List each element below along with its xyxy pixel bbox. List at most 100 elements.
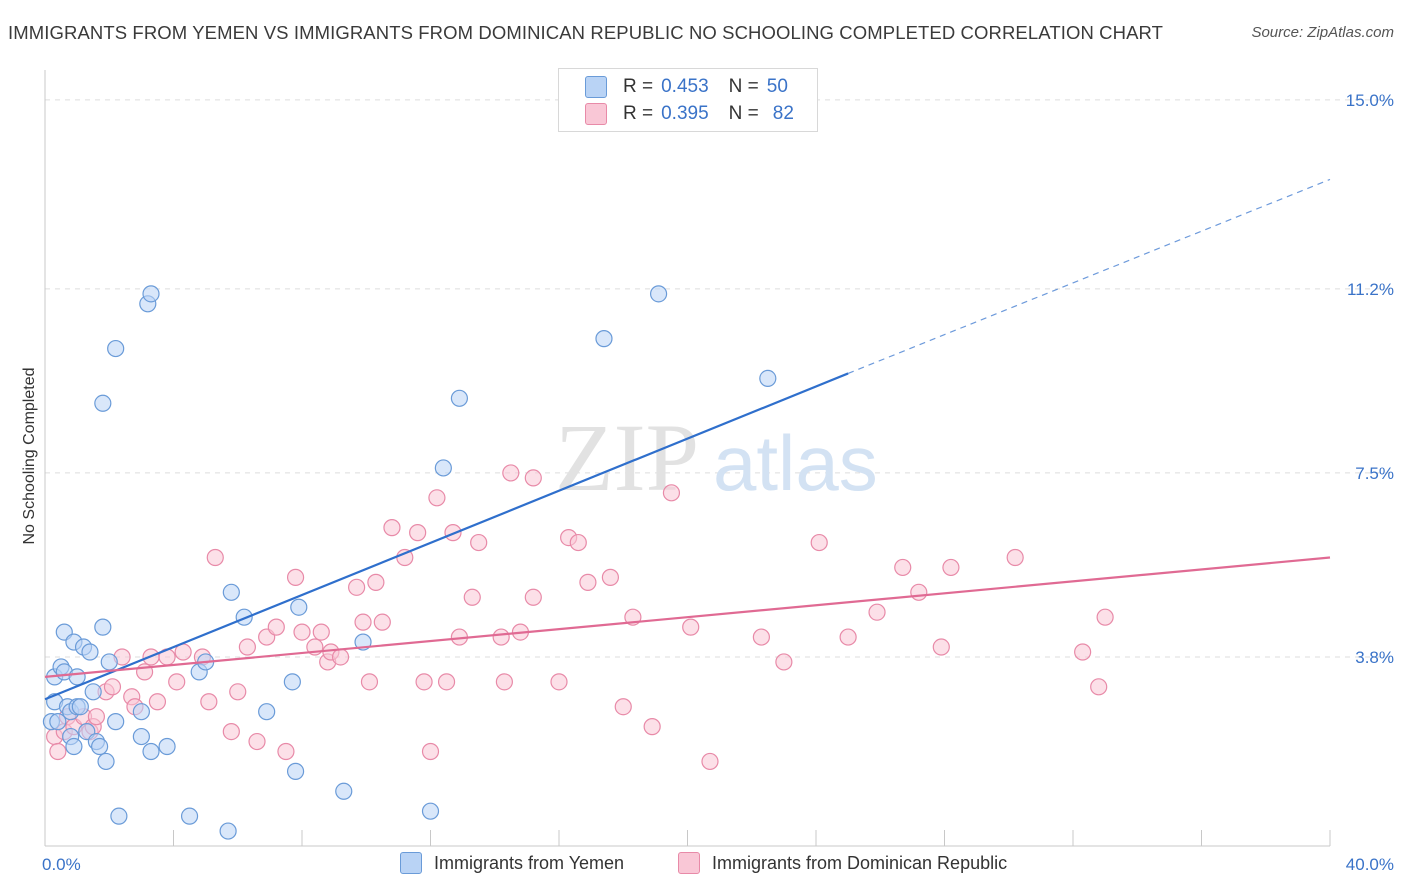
y-tick-label: 15.0%: [1346, 91, 1394, 110]
legend-n-value: 50: [766, 76, 788, 97]
dominican-point: [643, 718, 661, 736]
dominican-point: [502, 464, 520, 482]
dominican-point: [360, 673, 379, 691]
dominican-point: [524, 588, 542, 606]
dominican-point: [49, 742, 67, 761]
y-tick-label: 7.5%: [1355, 464, 1394, 483]
source-label: Source: ZipAtlas.com: [1251, 24, 1394, 41]
y-axis-label: No Schooling Completed: [21, 368, 38, 545]
dominican-point: [662, 484, 681, 502]
yemen-point: [94, 618, 112, 636]
legend-swatch-yemen: [400, 852, 422, 874]
yemen-point: [91, 737, 109, 756]
dominican-point: [415, 673, 433, 691]
x-tick-label: 0.0%: [42, 855, 81, 874]
dominican-point: [910, 583, 928, 601]
dominican-point: [1006, 548, 1024, 567]
yemen-point: [65, 737, 83, 756]
dominican-points: [46, 464, 1114, 771]
yemen-point: [100, 653, 118, 671]
series-legend-dominican[interactable]: Immigrants from Dominican Republic: [678, 852, 1007, 874]
yemen-point: [68, 668, 86, 686]
yemen-point: [110, 807, 128, 825]
dominican-point: [868, 603, 886, 621]
dominican-point: [701, 752, 719, 771]
yemen-point: [219, 822, 237, 840]
yemen-point: [759, 369, 777, 388]
legend-swatch-yemen: [585, 76, 607, 98]
dominican-point: [614, 698, 632, 716]
dominican-point: [682, 618, 700, 636]
dominican-point: [942, 558, 960, 577]
dominican-point: [601, 568, 620, 586]
yemen-point: [84, 683, 102, 701]
yemen-point: [132, 703, 150, 721]
dominican-point: [354, 613, 372, 631]
dominican-point: [103, 678, 122, 696]
dominican-point: [579, 573, 597, 591]
yemen-point: [142, 742, 160, 761]
yemen-point: [595, 330, 613, 348]
yemen-point: [180, 807, 199, 825]
dominican-point: [383, 519, 401, 537]
dominican-point: [148, 693, 167, 711]
y-tick-label: 11.2%: [1347, 280, 1394, 299]
legend-n-label: N =: [728, 76, 759, 97]
dominican-point: [312, 623, 330, 641]
yemen-point: [71, 698, 89, 716]
correlation-legend: R = 0.453 N = 50 R = 0.395 N = 82: [558, 68, 818, 132]
yemen-point: [81, 643, 99, 661]
dominican-point: [206, 548, 224, 567]
yemen-point: [142, 285, 160, 303]
yemen-point: [258, 703, 276, 721]
yemen-trend-line: [44, 372, 849, 701]
dominican-point: [421, 742, 440, 761]
legend-r-value: 0.395: [661, 103, 709, 124]
yemen-point: [94, 394, 112, 412]
dominican-point: [428, 489, 446, 507]
legend-swatch-dominican: [585, 103, 607, 125]
dominican-point: [495, 673, 513, 691]
legend-label-dominican: Immigrants from Dominican Republic: [712, 852, 1008, 873]
legend-r-value: 0.453: [661, 76, 709, 97]
dominican-point: [87, 708, 106, 726]
watermark-atlas: atlas: [713, 419, 878, 507]
dominican-point: [277, 742, 295, 761]
legend-n-label: N =: [728, 103, 759, 124]
dominican-point: [1090, 678, 1108, 696]
dominican-point: [463, 588, 481, 606]
legend-n-value: 82: [772, 103, 794, 124]
legend-r-label: R =: [623, 76, 654, 97]
dominican-point: [348, 578, 366, 596]
legend-swatch-dominican: [678, 852, 700, 874]
dominican-point: [932, 638, 950, 656]
yemen-point: [283, 673, 301, 691]
yemen-point: [49, 713, 67, 731]
dominican-point: [752, 628, 770, 646]
x-tick-label: 40.0%: [1346, 855, 1394, 874]
yemen-point: [286, 762, 305, 780]
tick-labels: 3.8% 7.5% 11.2% 15.0% 0.0% 40.0%: [42, 91, 1394, 874]
yemen-point: [132, 727, 150, 746]
dominican-point: [367, 573, 385, 591]
dominican-point: [286, 568, 305, 586]
dominican-point: [267, 618, 285, 636]
dominican-point: [373, 613, 391, 631]
yemen-points: [42, 285, 777, 840]
yemen-trend-extension: [847, 178, 1331, 374]
dominican-point: [200, 693, 218, 711]
yemen-point: [434, 459, 452, 477]
dominican-point: [524, 469, 542, 487]
dominican-point: [331, 648, 350, 666]
dominican-point: [839, 628, 857, 646]
dominican-point: [775, 653, 793, 671]
yemen-point: [97, 752, 115, 771]
dominican-point: [1074, 643, 1092, 661]
dominican-point: [168, 673, 186, 691]
dominican-trend-line: [44, 556, 1331, 678]
series-legend-yemen[interactable]: Immigrants from Yemen: [400, 852, 624, 874]
dominican-point: [409, 524, 427, 542]
dominican-point: [492, 628, 510, 646]
dominican-point: [470, 533, 488, 552]
